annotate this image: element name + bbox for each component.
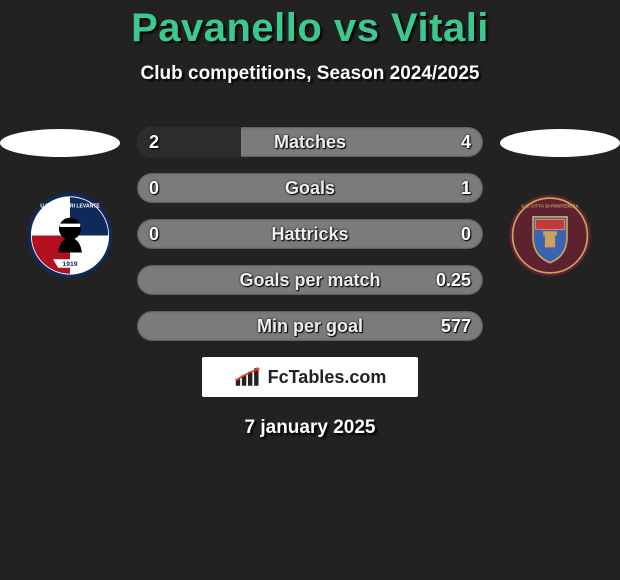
crest-right-icon: U.S. CITTÀ DI PONTEDERA: [500, 193, 600, 278]
player-ellipse-left: [0, 129, 120, 157]
footer-date: 7 january 2025: [0, 417, 620, 439]
stat-bar: 01Goals: [137, 173, 483, 203]
stat-label: Hattricks: [137, 219, 483, 249]
stat-bar: 577Min per goal: [137, 311, 483, 341]
brand-text: FcTables.com: [268, 367, 387, 388]
page-subtitle: Club competitions, Season 2024/2025: [0, 63, 620, 85]
svg-text:1919: 1919: [62, 261, 77, 268]
svg-text:U.S. CITTÀ DI PONTEDERA: U.S. CITTÀ DI PONTEDERA: [521, 202, 579, 208]
club-badge-left: 1919 U.S.D. SESTRI LEVANTE: [20, 193, 120, 278]
svg-text:U.S.D. SESTRI LEVANTE: U.S.D. SESTRI LEVANTE: [40, 203, 100, 209]
club-badge-right: U.S. CITTÀ DI PONTEDERA: [500, 193, 600, 278]
stat-label: Goals per match: [137, 265, 483, 295]
stat-bars: 24Matches 01Goals 00Hattricks 0.25Goals per…: [137, 127, 483, 341]
comparison-block: 1919 U.S.D. SESTRI LEVANTE U.S. CITTÀ DI…: [0, 127, 620, 439]
stat-label: Matches: [137, 127, 483, 157]
stat-bar: 00Hattricks: [137, 219, 483, 249]
brand-chart-icon: [234, 365, 262, 389]
crest-left-icon: 1919 U.S.D. SESTRI LEVANTE: [20, 193, 120, 278]
stat-label: Min per goal: [137, 311, 483, 341]
page-title: Pavanello vs Vitali: [0, 0, 620, 51]
stat-bar: 0.25Goals per match: [137, 265, 483, 295]
infographic-root: Pavanello vs Vitali Club competitions, S…: [0, 0, 620, 580]
stat-bar: 24Matches: [137, 127, 483, 157]
stat-label: Goals: [137, 173, 483, 203]
brand-box[interactable]: FcTables.com: [202, 357, 418, 397]
player-ellipse-right: [500, 129, 620, 157]
